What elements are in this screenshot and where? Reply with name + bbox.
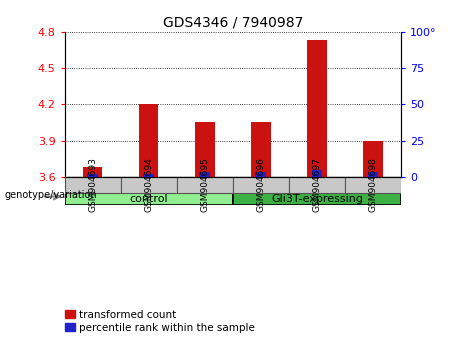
Text: GSM904696: GSM904696 — [256, 158, 266, 212]
Text: GSM904695: GSM904695 — [200, 158, 209, 212]
FancyBboxPatch shape — [177, 177, 233, 193]
Bar — [87, 174, 98, 177]
Bar — [199, 172, 210, 177]
Text: GSM904693: GSM904693 — [88, 158, 97, 212]
Bar — [195, 122, 214, 177]
Text: GSM904694: GSM904694 — [144, 158, 153, 212]
FancyBboxPatch shape — [289, 177, 345, 193]
Bar — [312, 170, 322, 177]
Bar — [83, 167, 102, 177]
Text: Gli3T-expressing: Gli3T-expressing — [271, 194, 363, 204]
Bar — [363, 141, 383, 177]
Bar — [255, 172, 266, 177]
Bar — [139, 104, 159, 177]
Text: GSM904698: GSM904698 — [368, 158, 378, 212]
Bar — [367, 172, 378, 177]
FancyBboxPatch shape — [233, 177, 289, 193]
Text: GSM904697: GSM904697 — [313, 158, 321, 212]
Text: genotype/variation: genotype/variation — [5, 190, 97, 200]
FancyBboxPatch shape — [121, 177, 177, 193]
FancyBboxPatch shape — [65, 193, 233, 205]
Bar — [143, 174, 154, 177]
Bar — [251, 122, 271, 177]
Legend: transformed count, percentile rank within the sample: transformed count, percentile rank withi… — [65, 310, 254, 333]
FancyBboxPatch shape — [65, 177, 121, 193]
FancyBboxPatch shape — [233, 193, 401, 205]
Title: GDS4346 / 7940987: GDS4346 / 7940987 — [163, 15, 303, 29]
Text: control: control — [130, 194, 168, 204]
Bar — [307, 40, 327, 177]
FancyBboxPatch shape — [345, 177, 401, 193]
